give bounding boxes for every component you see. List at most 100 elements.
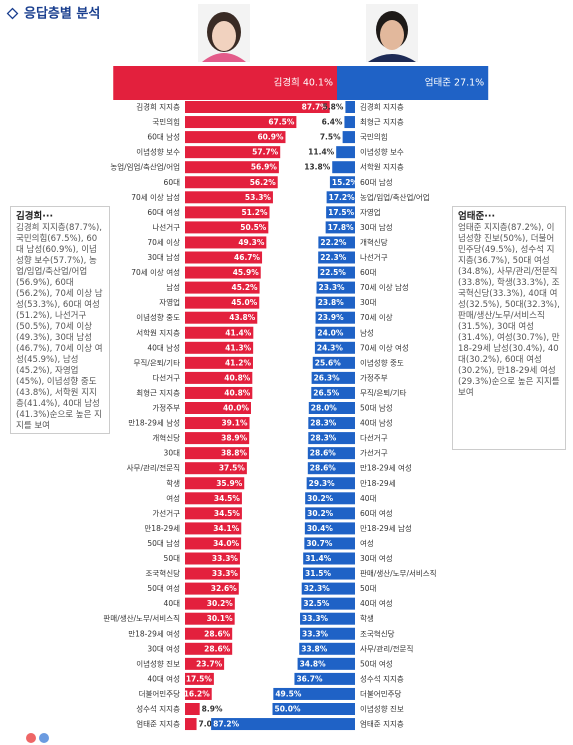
category-label: 조국혁신당 xyxy=(146,568,181,578)
bar xyxy=(185,176,278,189)
category-label: 70세 이상 xyxy=(360,312,393,322)
category-label: 국민의힘 xyxy=(360,132,388,142)
bar xyxy=(185,582,239,595)
value-label: 7.0% xyxy=(199,720,220,729)
bar xyxy=(303,552,355,565)
category-label: 만18-29세 여성 xyxy=(360,463,412,473)
bar xyxy=(185,386,253,399)
bar xyxy=(185,672,214,685)
category-label: 이념성향 진보 xyxy=(360,704,404,714)
category-label: 30대 남성 xyxy=(147,253,180,262)
value-label: 67.5% xyxy=(268,118,295,127)
value-label: 38.8% xyxy=(221,449,248,458)
category-label: 최형근 지지층 xyxy=(360,117,404,127)
bar xyxy=(317,266,355,279)
value-label: 31.5% xyxy=(305,569,332,578)
category-label: 70세 이상 남성 xyxy=(360,282,409,292)
value-label: 45.0% xyxy=(231,298,258,307)
category-label: 무직/은퇴/기타 xyxy=(360,387,407,397)
bar xyxy=(273,687,355,700)
category-label: 70세 이상 여성 xyxy=(360,342,409,352)
value-label: 22.3% xyxy=(320,253,347,262)
bar xyxy=(185,221,269,234)
annotation-title: 김경희··· xyxy=(16,211,54,222)
bar xyxy=(301,597,355,610)
category-label: 조국혁신당 xyxy=(360,628,395,638)
value-label: 41.2% xyxy=(225,358,252,367)
category-label: 30대 xyxy=(164,449,181,458)
bar xyxy=(185,447,250,460)
bar xyxy=(185,552,240,565)
category-label: 사무/관리/전문직 xyxy=(360,643,413,653)
category-label: 50대 남성 xyxy=(147,539,180,548)
category-label: 남성 xyxy=(360,328,374,337)
category-label: 70세 이상 xyxy=(147,237,180,247)
category-label: 판매/생산/노무/서비스직 xyxy=(360,568,437,578)
bar xyxy=(185,718,197,731)
value-label: 11.4% xyxy=(308,148,335,157)
bar xyxy=(185,642,233,655)
bar xyxy=(300,612,355,625)
overall-label: 김경희 40.1% xyxy=(274,77,333,89)
value-label: 28.6% xyxy=(310,449,337,458)
value-label: 51.2% xyxy=(241,208,268,217)
category-label: 농업/임업/축산업/어업 xyxy=(110,162,180,172)
value-label: 30.7% xyxy=(306,539,333,548)
photo-left xyxy=(198,4,250,62)
category-label: 농업/임업/축산업/어업 xyxy=(360,192,430,202)
bar xyxy=(185,326,254,339)
category-label: 40대 남성 xyxy=(360,419,393,428)
category-label: 이념성향 중도 xyxy=(360,357,404,367)
value-label: 40.8% xyxy=(224,373,251,382)
category-label: 60대 남성 xyxy=(360,178,393,187)
value-label: 16.2% xyxy=(184,689,211,698)
category-label: 60대 여성 xyxy=(147,207,180,217)
category-label: 가선거구 xyxy=(360,449,388,458)
value-label: 53.3% xyxy=(245,193,272,202)
value-label: 26.3% xyxy=(314,373,341,382)
bar xyxy=(211,718,355,731)
category-label: 가선거구 xyxy=(152,509,180,518)
category-label: 이념성향 진보 xyxy=(136,658,180,668)
bar xyxy=(185,116,297,129)
category-label: 50대 xyxy=(360,584,377,593)
value-label: 46.7% xyxy=(234,253,261,262)
photo-right xyxy=(366,4,418,62)
bar xyxy=(345,101,355,113)
category-label: 만18-29세 여성 xyxy=(128,628,180,638)
bar xyxy=(303,567,355,580)
value-label: 49.5% xyxy=(275,689,302,698)
value-label: 41.4% xyxy=(225,328,252,337)
bar xyxy=(185,703,200,715)
value-label: 33.3% xyxy=(212,554,239,563)
bar xyxy=(185,657,225,670)
category-label: 50대 여성 xyxy=(360,658,393,668)
category-label: 가정주부 xyxy=(152,403,180,413)
category-label: 서학원 지지층 xyxy=(136,327,180,337)
annotation-text: 엄태준 지지층(87.2%), 이념성향 진보(50%), 더불어민주당(49.… xyxy=(458,223,560,398)
value-label: 17.5% xyxy=(328,208,355,217)
value-label: 23.8% xyxy=(318,298,345,307)
bar xyxy=(185,537,242,550)
value-label: 28.6% xyxy=(204,644,231,653)
value-label: 22.2% xyxy=(320,238,347,247)
value-label: 49.3% xyxy=(238,238,265,247)
value-label: 17.2% xyxy=(329,193,356,202)
category-label: 개혁신당 xyxy=(152,433,180,443)
overall-bar xyxy=(113,66,337,100)
category-label: 50대 xyxy=(164,554,181,563)
value-label: 33.3% xyxy=(302,629,329,638)
value-label: 35.9% xyxy=(216,479,243,488)
value-label: 40.8% xyxy=(224,388,251,397)
value-label: 8.9% xyxy=(202,705,223,714)
decoration xyxy=(26,733,36,743)
value-label: 41.3% xyxy=(225,343,252,352)
value-label: 33.8% xyxy=(301,644,328,653)
bar xyxy=(185,432,250,445)
bar xyxy=(185,522,242,535)
bar xyxy=(185,311,258,324)
category-label: 자영업 xyxy=(159,297,180,307)
bar xyxy=(344,116,355,129)
category-label: 40대 남성 xyxy=(147,343,180,352)
